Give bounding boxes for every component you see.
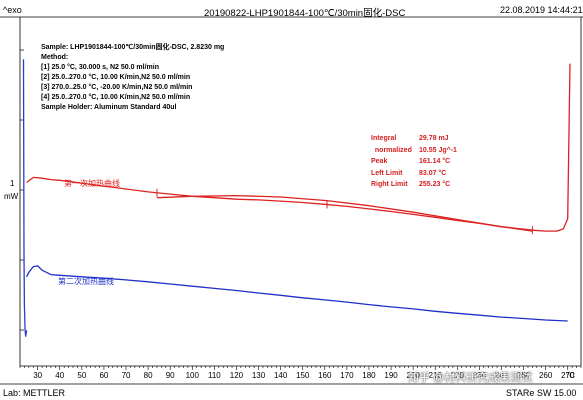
method-step: [2] 25.0..270.0 °C, 10.00 K/min,N2 50.0 … <box>41 74 191 81</box>
x-tick-label: 140 <box>274 371 288 380</box>
report-datetime: 22.08.2019 14:44:21 <box>500 5 583 15</box>
results-labels: Integral normalized Peak Left Limit Righ… <box>371 133 412 191</box>
x-tick-label: 250 <box>517 371 531 380</box>
x-tick-label: 260 <box>539 371 553 380</box>
x-tick-label: 40 <box>55 371 64 380</box>
y-axis-unit: mW <box>4 192 19 201</box>
sample-info: Sample: LHP1901844-100℃/30min固化-DSC, 2.8… <box>41 43 224 113</box>
x-tick-label: 240 <box>495 371 509 380</box>
result-value: 83.07 °C <box>419 169 447 177</box>
x-tick-label: 210 <box>429 371 443 380</box>
x-tick-label: 160 <box>318 371 332 380</box>
exo-direction-label: ^exo <box>3 5 22 15</box>
result-value: 10.55 Jg^-1 <box>419 146 457 154</box>
method-label: Method: <box>41 54 69 61</box>
x-tick-label: 70 <box>122 371 131 380</box>
x-tick-label: 90 <box>166 371 175 380</box>
x-tick-label: 230 <box>473 371 487 380</box>
x-tick-label: 270 <box>561 371 575 380</box>
y-scale-label: 1 <box>10 179 15 188</box>
first-heating-label: 第一次加热曲线 <box>64 179 120 188</box>
method-step: [4] 25.0..270.0 °C, 10.00 K/min,N2 50.0 … <box>41 94 191 101</box>
results-values: 29.78 mJ 10.55 Jg^-1 161.14 °C 83.07 °C … <box>419 133 457 191</box>
result-value: 255.23 °C <box>419 181 451 188</box>
result-label: Peak <box>371 158 388 165</box>
method-step: [3] 270.0..25.0 °C, -20.00 K/min,N2 50.0… <box>41 84 193 91</box>
x-tick-label: 190 <box>384 371 398 380</box>
second-heating-label: 第二次加热曲线 <box>58 277 114 286</box>
result-label: normalized <box>371 146 412 154</box>
result-label: Left Limit <box>371 169 403 177</box>
x-axis-unit: °C <box>566 371 575 380</box>
series-line-2 <box>26 265 568 322</box>
chart-title: 20190822-LHP1901844-100℃/30min固化-DSC <box>204 8 406 19</box>
sample-line: Sample: LHP1901844-100℃/30min固化-DSC, 2.8… <box>41 44 225 51</box>
sample-holder-line: Sample Holder: Aluminum Standard 40ul <box>41 104 177 111</box>
x-tick-label: 60 <box>99 371 108 380</box>
x-tick-label: 150 <box>296 371 310 380</box>
x-tick-label: 200 <box>406 371 420 380</box>
software-version-text: e SW 15.00 <box>529 388 577 398</box>
x-tick-label: 100 <box>186 371 200 380</box>
x-tick-label: 170 <box>340 371 354 380</box>
x-tick-label: 180 <box>362 371 376 380</box>
result-label: Integral <box>371 135 397 142</box>
x-tick-label: 130 <box>252 371 266 380</box>
series-line-1 <box>156 194 533 232</box>
software-brand: STAR <box>506 388 530 398</box>
result-label: Right Limit <box>371 181 408 188</box>
result-value: 161.14 °C <box>419 158 451 165</box>
software-version: STARe SW 15.00 <box>506 388 576 398</box>
x-tick-label: 110 <box>208 371 221 380</box>
result-value: 29.78 mJ <box>419 135 449 142</box>
method-step: [1] 25.0 °C, 30.000 s, N2 50.0 ml/min <box>41 64 159 71</box>
x-tick-label: 30 <box>33 371 42 380</box>
series-line-3 <box>22 59 28 337</box>
x-tick-label: 120 <box>230 371 244 380</box>
x-tick-label: 220 <box>451 371 465 380</box>
x-tick-label: 50 <box>77 371 86 380</box>
lab-label: Lab: METTLER <box>3 388 66 398</box>
x-tick-label: 80 <box>144 371 153 380</box>
watermark: 知乎 @材料研究成果测试 <box>408 372 533 384</box>
